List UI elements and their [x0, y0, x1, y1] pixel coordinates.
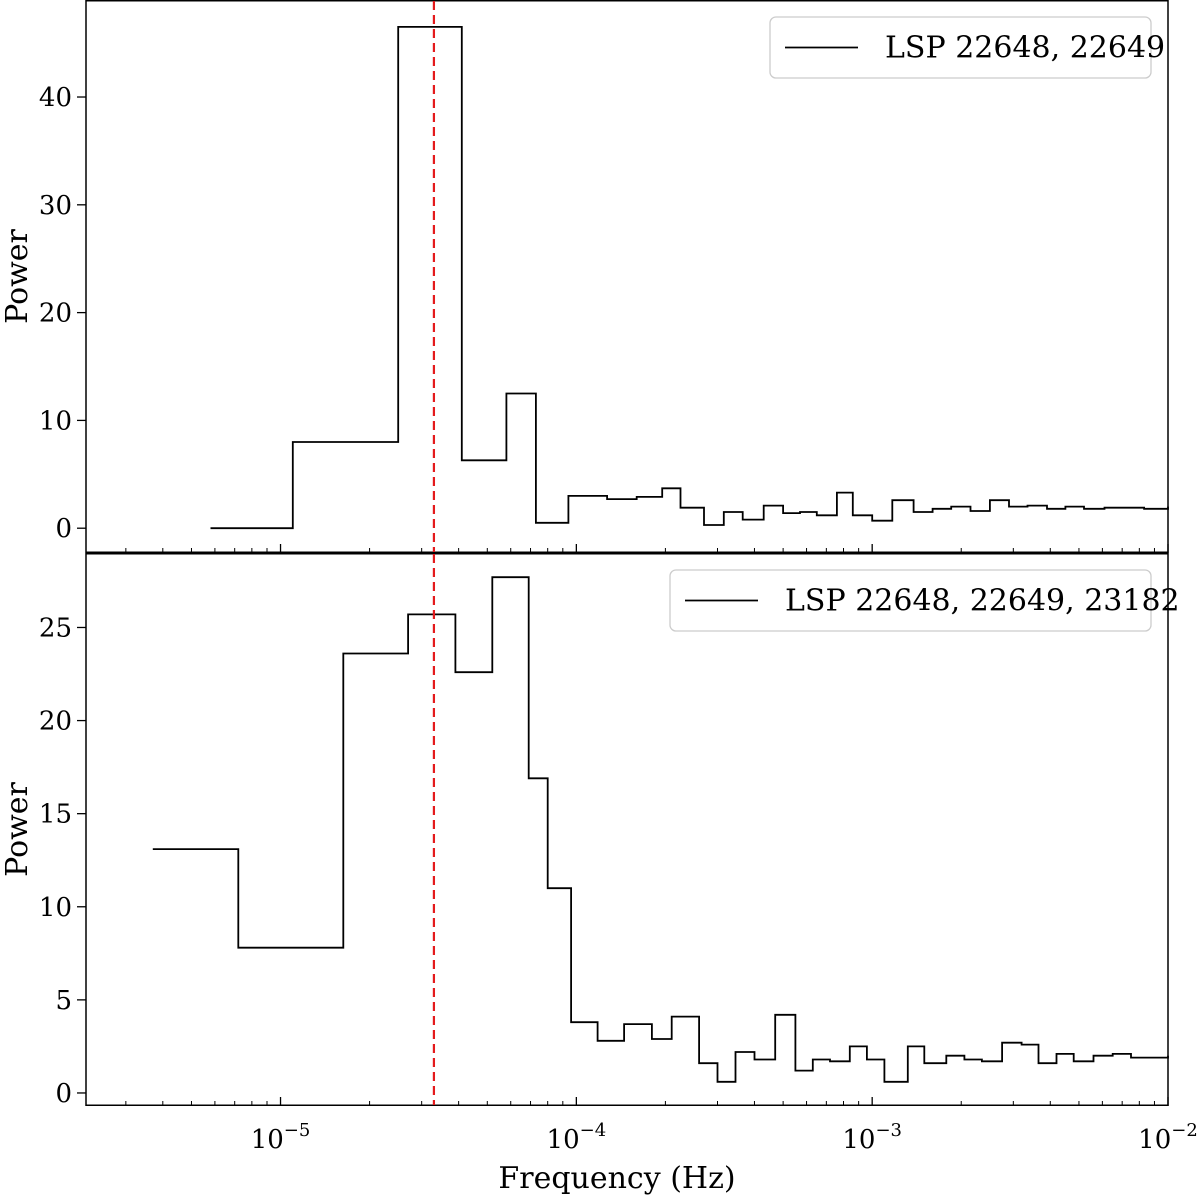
y-tick-label: 15 [39, 800, 72, 830]
y-tick-label: 10 [39, 406, 72, 436]
y-axis-label: Power [0, 228, 35, 323]
x-tick-label: 10−2 [1138, 1120, 1198, 1155]
x-tick-label: 10−5 [251, 1120, 311, 1155]
legend-label: LSP 22648, 22649 [885, 31, 1165, 66]
y-tick-label: 20 [39, 299, 72, 329]
y-axis-label: Power [0, 781, 35, 876]
y-tick-label: 25 [39, 613, 72, 643]
y-tick-label: 0 [55, 1079, 72, 1109]
plot-frame [85, 553, 1169, 1106]
legend-box [769, 16, 1152, 79]
y-tick-label: 40 [39, 83, 72, 113]
legend-box [669, 569, 1152, 632]
x-axis-label: Frequency (Hz) [498, 1161, 735, 1196]
y-tick-label: 5 [55, 986, 72, 1016]
legend-label: LSP 22648, 22649, 23182 [785, 584, 1180, 619]
y-tick-label: 0 [55, 514, 72, 544]
panel-2: 0 5 10 15 20 25 Power LSP 22648, 22649, 23182 10… [0, 553, 1198, 1196]
y-tick-label: 30 [39, 191, 72, 221]
y-tick-label: 20 [39, 707, 72, 737]
series-line [152, 576, 1169, 1083]
panel-1: 0 10 20 30 40 Power LSP 22648, 22649 [0, 0, 1169, 553]
legend: LSP 22648, 22649, 23182 [669, 569, 1180, 632]
y-tick-label: 10 [39, 893, 72, 923]
legend: LSP 22648, 22649 [769, 16, 1165, 79]
x-tick-label: 10−4 [547, 1120, 607, 1155]
plot-frame [85, 0, 1169, 553]
series-line [210, 26, 1169, 530]
x-tick-label: 10−3 [842, 1120, 902, 1155]
